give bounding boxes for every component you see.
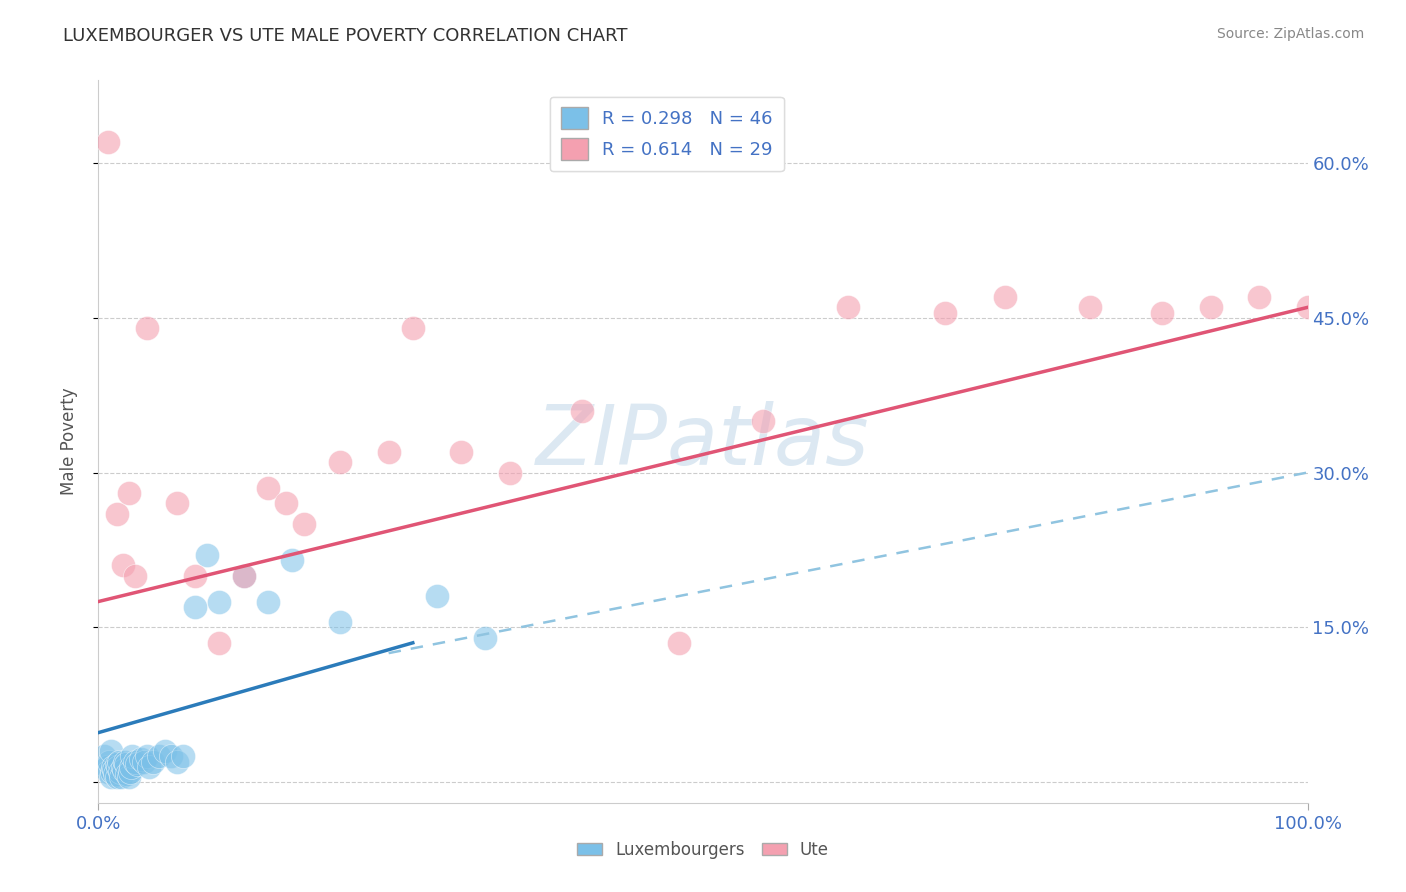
Point [114, 755, 136, 769]
Point [105, 770, 128, 784]
Point [124, 755, 146, 769]
Point [97, 764, 120, 779]
Point [112, 763, 135, 777]
Point [329, 455, 352, 469]
Point [166, 496, 188, 510]
Point [100, 744, 122, 758]
Point [129, 752, 152, 766]
Point [148, 749, 170, 764]
Point [274, 496, 297, 510]
Point [232, 568, 254, 582]
Point [118, 764, 141, 779]
Point [934, 305, 956, 319]
Point [111, 558, 134, 573]
Point [1152, 305, 1174, 319]
Point [281, 553, 304, 567]
Point [142, 755, 165, 769]
Point [256, 481, 278, 495]
Point [994, 290, 1017, 304]
Point [256, 594, 278, 608]
Point [160, 749, 183, 764]
Point [111, 760, 134, 774]
Point [1078, 301, 1101, 315]
Point [100, 764, 122, 779]
Point [153, 744, 176, 758]
Point [208, 636, 231, 650]
Point [97, 135, 120, 149]
Point [1199, 301, 1222, 315]
Point [135, 749, 157, 764]
Point [120, 760, 142, 774]
Point [1296, 301, 1319, 315]
Point [184, 568, 207, 582]
Point [110, 770, 132, 784]
Point [103, 763, 125, 777]
Point [668, 636, 690, 650]
Text: ZIPatlas: ZIPatlas [536, 401, 870, 482]
Point [100, 770, 122, 784]
Point [117, 767, 139, 781]
Point [107, 760, 129, 774]
Point [118, 770, 141, 784]
Point [105, 756, 128, 771]
Point [98, 755, 121, 769]
Point [121, 749, 143, 764]
Point [402, 321, 425, 335]
Point [115, 756, 138, 771]
Point [108, 764, 131, 779]
Point [329, 615, 352, 630]
Point [377, 445, 399, 459]
Point [166, 755, 188, 769]
Point [101, 760, 124, 774]
Point [292, 517, 315, 532]
Point [426, 590, 449, 604]
Point [498, 466, 520, 480]
Point [127, 756, 149, 771]
Point [96, 760, 118, 774]
Point [135, 321, 157, 335]
Text: LUXEMBOURGER VS UTE MALE POVERTY CORRELATION CHART: LUXEMBOURGER VS UTE MALE POVERTY CORRELA… [63, 27, 627, 45]
Point [195, 548, 218, 562]
Point [108, 755, 131, 769]
Text: Source: ZipAtlas.com: Source: ZipAtlas.com [1216, 27, 1364, 41]
Point [450, 445, 472, 459]
Point [571, 403, 593, 417]
Point [138, 760, 160, 774]
Point [232, 568, 254, 582]
Y-axis label: Male Poverty: Male Poverty [59, 388, 77, 495]
Point [837, 301, 859, 315]
Point [104, 767, 127, 781]
Point [752, 414, 775, 428]
Point [1249, 290, 1271, 304]
Point [208, 594, 231, 608]
Point [118, 486, 141, 500]
Point [184, 599, 207, 614]
Legend: Luxembourgers, Ute: Luxembourgers, Ute [571, 835, 835, 866]
Point [105, 507, 128, 521]
Point [93, 749, 115, 764]
Point [124, 568, 146, 582]
Legend: R = 0.298   N = 46, R = 0.614   N = 29: R = 0.298 N = 46, R = 0.614 N = 29 [550, 96, 783, 171]
Point [134, 755, 156, 769]
Point [474, 631, 496, 645]
Point [172, 749, 194, 764]
